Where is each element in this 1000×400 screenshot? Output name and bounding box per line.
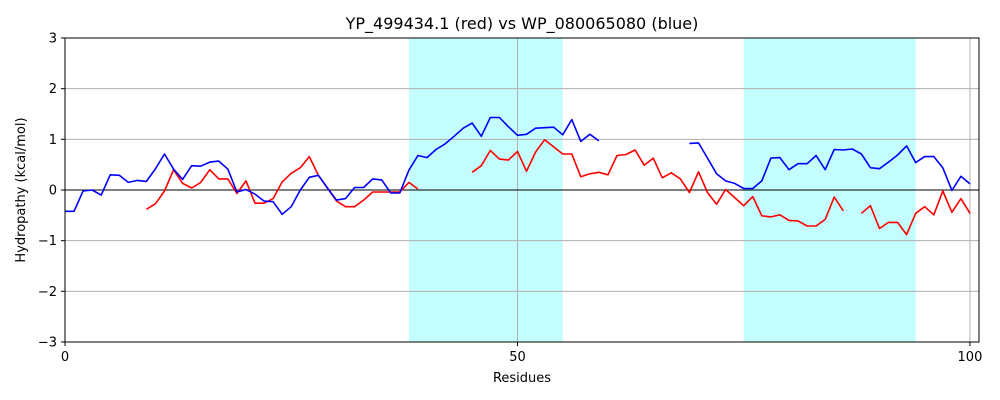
y-tick-label: 3 xyxy=(49,32,57,47)
series-2-line-segment-1 xyxy=(65,116,600,216)
chart-title: YP_499434.1 (red) vs WP_080065080 (blue) xyxy=(345,14,699,34)
y-tick-label: 0 xyxy=(49,184,57,199)
series-1-line-segment-2 xyxy=(471,139,844,227)
y-tick-label: −3 xyxy=(38,336,57,351)
x-tick-label: 50 xyxy=(509,350,526,365)
y-tick-label: −2 xyxy=(38,285,57,300)
y-axis-label: Hydropathy (kcal/mol) xyxy=(14,117,29,262)
series-2-line-segment-2 xyxy=(689,142,971,192)
y-tick-label: 2 xyxy=(49,82,57,97)
y-tick-label: −1 xyxy=(38,234,57,249)
y-tick-label: 1 xyxy=(49,133,57,148)
data-series xyxy=(65,116,971,236)
x-axis-label: Residues xyxy=(493,371,551,386)
series-1-line-segment-1 xyxy=(145,155,419,210)
axis-ticks: −3 −2 −1 0 1 2 3 0 50 100 xyxy=(38,32,983,366)
x-tick-label: 0 xyxy=(61,350,69,365)
x-tick-label: 100 xyxy=(958,350,983,365)
series-1-line-segment-3 xyxy=(860,190,971,236)
plot-frame xyxy=(64,37,980,343)
